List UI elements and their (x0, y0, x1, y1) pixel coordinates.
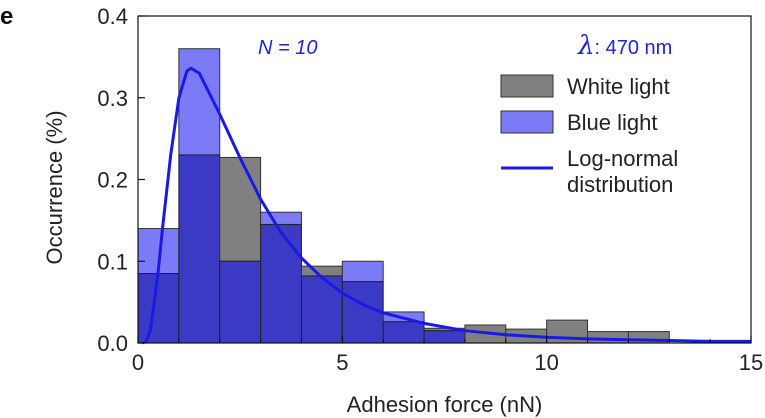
legend-label-blue-light: Blue light (567, 110, 658, 135)
overlap-bar-7 (423, 330, 466, 344)
x-axis-title: Adhesion force (nN) (347, 392, 543, 417)
x-tick-label-1: 5 (336, 350, 348, 375)
lambda-symbol: λ (577, 31, 594, 61)
wavelength-text: : 470 nm (594, 37, 672, 59)
y-tick-label-3: 0.3 (97, 86, 128, 111)
y-tick-label-1: 0.1 (97, 249, 128, 274)
overlap-bar-5 (341, 281, 384, 344)
legend-swatch-blue-light (500, 110, 554, 134)
white-light-bar-11 (587, 331, 629, 344)
x-tick-label-0: 0 (132, 350, 144, 375)
overlap-bar-3 (260, 223, 302, 344)
y-tick-label-2: 0.2 (97, 168, 128, 193)
log-normal-fit-curve (141, 66, 751, 345)
overlap-bar-4 (300, 275, 343, 344)
legend-label-white-light: White light (567, 74, 670, 99)
legend-swatch-white-light (500, 74, 554, 98)
y-tick-label-4: 0.4 (97, 4, 128, 29)
blue-light-bar-5 (341, 260, 384, 283)
wavelength-annotation: λ: 470 nm (577, 31, 672, 61)
legend-label-distribution: distribution (567, 172, 673, 197)
legend-label-log-normal: Log-normal (567, 146, 678, 171)
sample-size-annotation: N = 10 (258, 37, 317, 59)
overlap-bar-2 (219, 260, 262, 344)
overlap-bar-1 (178, 154, 221, 344)
x-tick-label-2: 10 (534, 350, 558, 375)
x-tick-label-3: 15 (739, 350, 763, 375)
white-light-bar-2 (219, 156, 262, 262)
axis-ticks: 0 5 10 15 0.0 0.1 0.2 0.3 0.4 (97, 4, 763, 375)
legend: White light Blue light Log-normal distri… (500, 74, 678, 197)
y-axis-title: Occurrence (%) (42, 110, 67, 264)
y-tick-label-0: 0.0 (97, 331, 128, 356)
n-annotation-text: N = 10 (258, 37, 317, 59)
overlap-bar-6 (382, 321, 425, 344)
overlap-bar-0 (137, 273, 180, 344)
white-light-bar-4 (300, 265, 343, 277)
panel-label: e (0, 3, 13, 30)
blue-light-bar-3 (260, 211, 302, 225)
